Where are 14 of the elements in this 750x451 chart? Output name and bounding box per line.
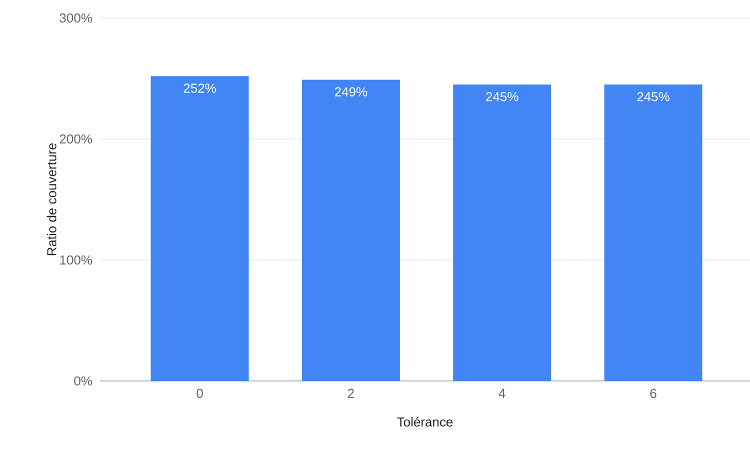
x-tick-label: 6	[650, 388, 656, 398]
x-tick-label: 0	[196, 388, 203, 398]
x-tick-label: 2	[348, 388, 354, 398]
y-axis-title: Ratio de couverture	[46, 143, 56, 256]
x-tick-label: 4	[498, 388, 506, 398]
y-tick-label: 200%	[60, 134, 92, 144]
data-label: 245%	[486, 92, 518, 102]
data-label: 245%	[637, 92, 670, 102]
data-label: 252%	[184, 84, 216, 93]
x-axis-title: Tolérance	[397, 416, 453, 427]
y-tick-label: 300%	[60, 13, 92, 23]
data-label: 249%	[334, 87, 368, 96]
y-tick-label: 100%	[60, 255, 92, 265]
y-tick-label: 0%	[74, 376, 92, 386]
